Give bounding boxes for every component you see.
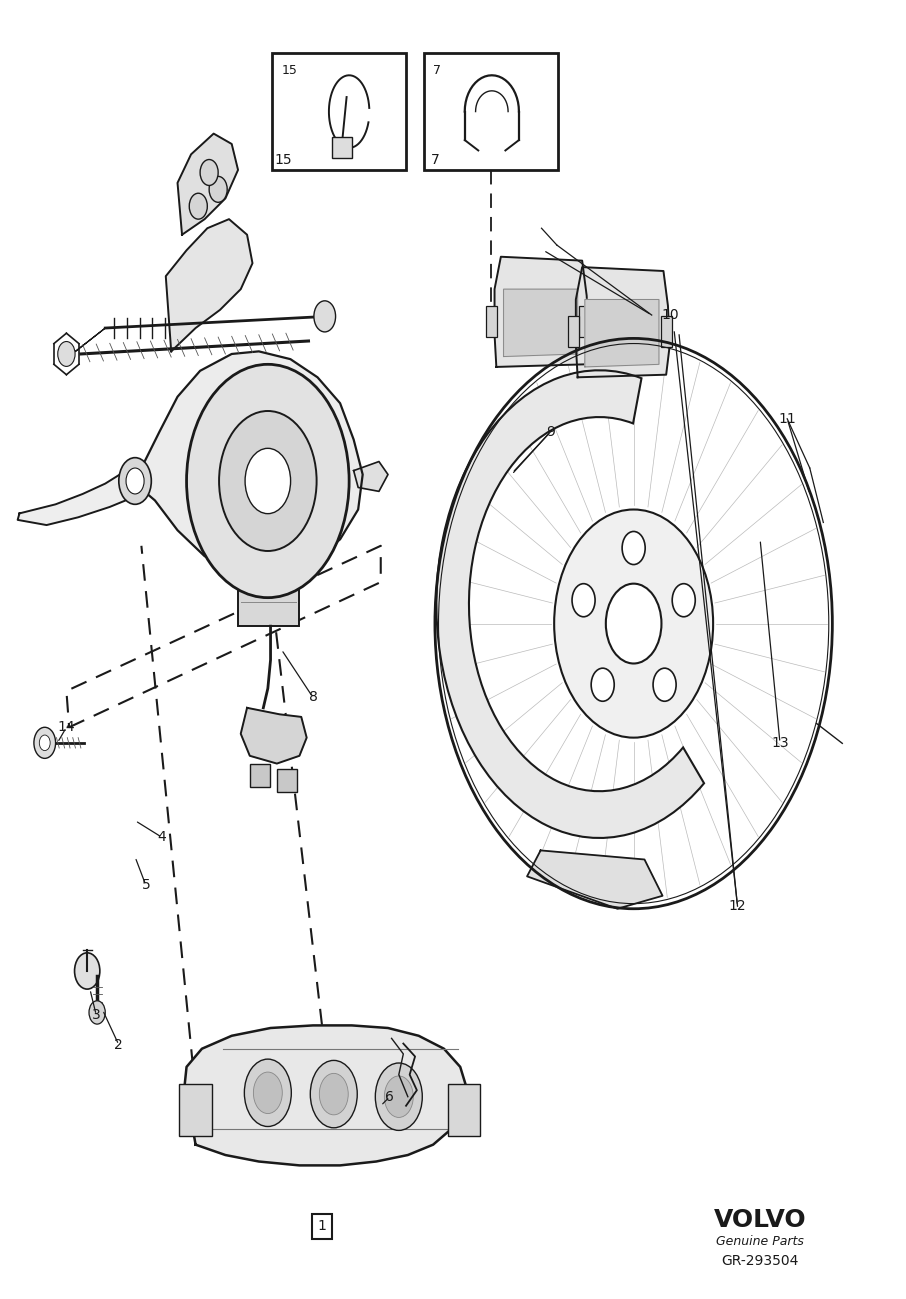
Text: 15: 15: [275, 152, 292, 166]
Text: 9: 9: [546, 425, 555, 439]
Text: VOLVO: VOLVO: [714, 1208, 806, 1231]
Circle shape: [187, 364, 349, 598]
Circle shape: [34, 727, 55, 759]
Text: 14: 14: [58, 720, 75, 734]
Circle shape: [200, 160, 218, 186]
Bar: [487, 307, 497, 338]
Polygon shape: [241, 708, 306, 764]
Circle shape: [622, 531, 645, 565]
Circle shape: [554, 509, 713, 738]
Circle shape: [209, 177, 227, 203]
Circle shape: [319, 1073, 348, 1115]
Bar: [238, 577, 300, 626]
Text: 4: 4: [158, 830, 167, 844]
Polygon shape: [585, 300, 659, 366]
Circle shape: [189, 194, 207, 220]
Polygon shape: [135, 351, 362, 572]
Circle shape: [219, 410, 316, 551]
Polygon shape: [504, 290, 578, 356]
Bar: [277, 769, 297, 792]
Text: 10: 10: [661, 308, 679, 322]
Polygon shape: [353, 461, 388, 491]
Text: 2: 2: [114, 1038, 123, 1052]
Polygon shape: [166, 220, 253, 351]
Circle shape: [435, 339, 833, 909]
Bar: [424, 53, 558, 170]
Bar: [660, 317, 671, 347]
Bar: [250, 764, 270, 787]
Polygon shape: [184, 1025, 467, 1165]
Polygon shape: [178, 134, 238, 235]
Circle shape: [126, 468, 144, 494]
Text: 8: 8: [309, 691, 317, 704]
Text: 13: 13: [771, 735, 789, 750]
Circle shape: [384, 1076, 413, 1117]
Circle shape: [592, 668, 614, 701]
Circle shape: [39, 735, 50, 751]
Polygon shape: [17, 461, 141, 525]
Circle shape: [653, 668, 676, 701]
Circle shape: [572, 583, 595, 617]
Circle shape: [74, 952, 100, 989]
Text: 12: 12: [728, 899, 747, 913]
Polygon shape: [495, 257, 589, 366]
Circle shape: [89, 1000, 105, 1024]
Circle shape: [310, 1060, 357, 1128]
Text: 3: 3: [92, 1008, 101, 1022]
Polygon shape: [576, 268, 670, 377]
Polygon shape: [527, 851, 662, 909]
Text: 7: 7: [430, 152, 439, 166]
Text: 7: 7: [433, 64, 441, 77]
Circle shape: [606, 583, 661, 664]
Bar: [273, 53, 406, 170]
Bar: [568, 317, 579, 347]
Circle shape: [375, 1063, 422, 1130]
Text: 15: 15: [282, 64, 297, 77]
Circle shape: [672, 583, 695, 617]
Bar: [179, 1083, 212, 1135]
Text: Genuine Parts: Genuine Parts: [716, 1235, 804, 1248]
Bar: [580, 307, 591, 338]
Circle shape: [246, 448, 291, 513]
Text: GR-293504: GR-293504: [721, 1255, 799, 1268]
Circle shape: [254, 1072, 283, 1113]
Text: 6: 6: [385, 1090, 394, 1104]
Text: 1: 1: [318, 1220, 326, 1233]
Wedge shape: [437, 370, 704, 838]
Bar: [332, 138, 352, 158]
Circle shape: [558, 516, 709, 731]
Text: 5: 5: [141, 878, 150, 892]
Circle shape: [245, 1059, 292, 1126]
Bar: [448, 1083, 480, 1135]
Circle shape: [313, 301, 335, 333]
Circle shape: [119, 457, 151, 504]
Text: 11: 11: [778, 412, 796, 426]
Circle shape: [58, 342, 75, 366]
